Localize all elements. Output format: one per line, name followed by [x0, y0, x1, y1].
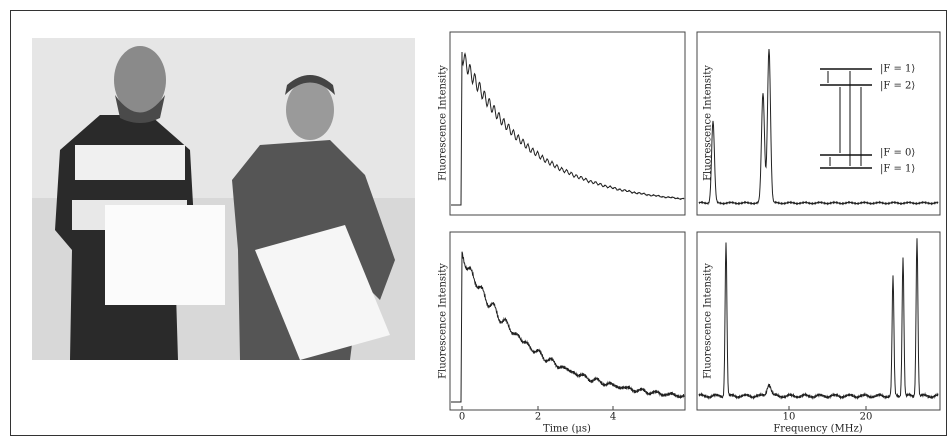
- y-label: Fluorescence Intensity: [438, 263, 449, 379]
- level-diagram: [820, 68, 872, 169]
- curve: [698, 48, 939, 206]
- y-label: Fluorescence Intensity: [438, 65, 449, 181]
- panel-frame: [449, 231, 686, 411]
- curve: [451, 51, 685, 206]
- panel-frame: [449, 31, 686, 216]
- x-label: Time (μs): [543, 424, 591, 435]
- panel-frame: [696, 231, 941, 411]
- y-label: Fluorescence Intensity: [703, 65, 714, 181]
- x-tick-label: 2: [535, 412, 541, 423]
- curve: [451, 251, 685, 403]
- x-tick-label: 4: [610, 412, 616, 423]
- level-label: |F = 1⟩: [880, 64, 915, 75]
- photo: [32, 38, 415, 360]
- x-tick-label: 20: [860, 412, 873, 423]
- panel-frame: [696, 31, 941, 216]
- level-label: |F = 1⟩: [880, 164, 915, 175]
- x-tick-label: 0: [459, 412, 465, 423]
- y-label: Fluorescence Intensity: [703, 263, 714, 379]
- level-label: |F = 0⟩: [880, 148, 915, 159]
- x-tick-label: 10: [783, 412, 796, 423]
- curve: [698, 238, 939, 401]
- level-label: |F = 2⟩: [880, 81, 915, 92]
- x-label: Frequency (MHz): [773, 424, 862, 435]
